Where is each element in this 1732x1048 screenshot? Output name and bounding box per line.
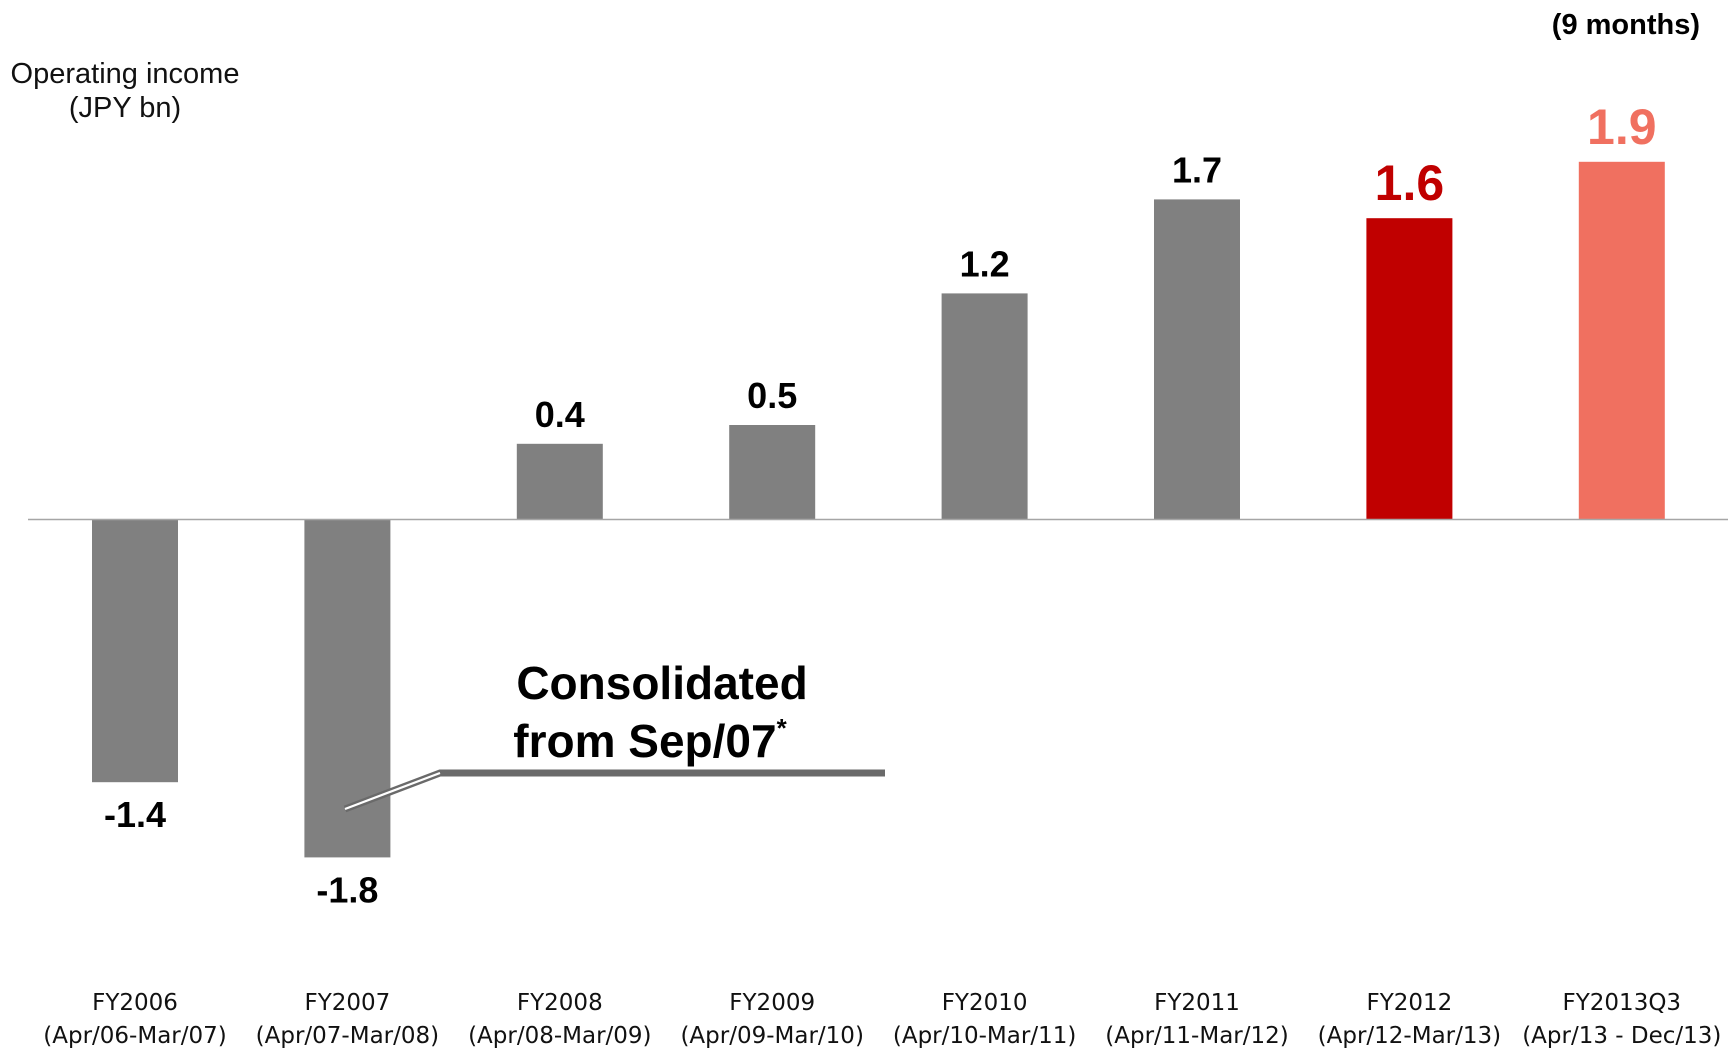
bars-group <box>92 161 1665 858</box>
bar-fy2008 <box>516 443 603 519</box>
category-label-fy2006: FY2006 <box>92 990 178 1016</box>
value-labels-group: -1.4 -1.8 0.4 0.5 1.2 1.7 1.6 1.9 <box>104 99 1657 911</box>
callout-line-highlight <box>344 771 441 811</box>
category-label-fy2012: FY2012 <box>1366 990 1452 1016</box>
category-label-fy2011: FY2011 <box>1154 990 1240 1016</box>
category-period-fy2010: (Apr/10-Mar/11) <box>893 1023 1076 1048</box>
category-label-fy2009: FY2009 <box>729 990 815 1016</box>
value-label-fy2008: 0.4 <box>535 394 585 435</box>
category-label-fy2007: FY2007 <box>304 990 390 1016</box>
value-label-fy2011: 1.7 <box>1172 149 1222 190</box>
category-labels-group: FY2006 (Apr/06-Mar/07) FY2007 (Apr/07-Mar/0… <box>43 990 1721 1048</box>
category-period-fy2011: (Apr/11-Mar/12) <box>1105 1023 1288 1048</box>
category-period-fy2008: (Apr/08-Mar/09) <box>468 1023 651 1048</box>
bar-fy2011 <box>1154 199 1240 519</box>
bar-fy2009 <box>729 425 816 519</box>
value-label-fy2007: -1.8 <box>316 869 378 910</box>
category-label-fy2008: FY2008 <box>517 990 603 1016</box>
bar-fy2006 <box>92 519 178 783</box>
category-period-fy2012: (Apr/12-Mar/13) <box>1318 1023 1501 1048</box>
y-axis-label-line1: Operating income <box>11 58 240 90</box>
value-label-fy2013q3: 1.9 <box>1587 99 1657 155</box>
value-label-fy2010: 1.2 <box>960 243 1010 284</box>
category-period-fy2013q3: (Apr/13 - Dec/13) <box>1522 1023 1721 1048</box>
bar-fy2007 <box>304 519 391 858</box>
value-label-fy2012: 1.6 <box>1375 155 1445 211</box>
value-label-fy2009: 0.5 <box>747 375 797 416</box>
bar-fy2010 <box>941 293 1028 519</box>
category-label-fy2013q3: FY2013Q3 <box>1563 990 1682 1016</box>
annotation-footnote-marker: * <box>777 713 788 743</box>
bar-fy2012 <box>1366 218 1453 519</box>
annotation-line1: Consolidated <box>516 657 807 709</box>
y-axis-label-line2: (JPY bn) <box>69 92 181 124</box>
category-label-fy2010: FY2010 <box>942 990 1028 1016</box>
value-label-fy2006: -1.4 <box>104 794 166 835</box>
annotation-line2-text: from Sep/07 <box>513 715 776 767</box>
category-period-fy2007: (Apr/07-Mar/08) <box>256 1023 439 1048</box>
category-period-fy2006: (Apr/06-Mar/07) <box>43 1023 226 1048</box>
period-note: (9 months) <box>1552 9 1700 41</box>
annotation-line2: from Sep/07* <box>513 713 787 767</box>
annotation-callout: Consolidated from Sep/07* <box>343 657 885 813</box>
category-period-fy2009: (Apr/09-Mar/10) <box>680 1023 863 1048</box>
bar-fy2013q3 <box>1578 161 1665 520</box>
